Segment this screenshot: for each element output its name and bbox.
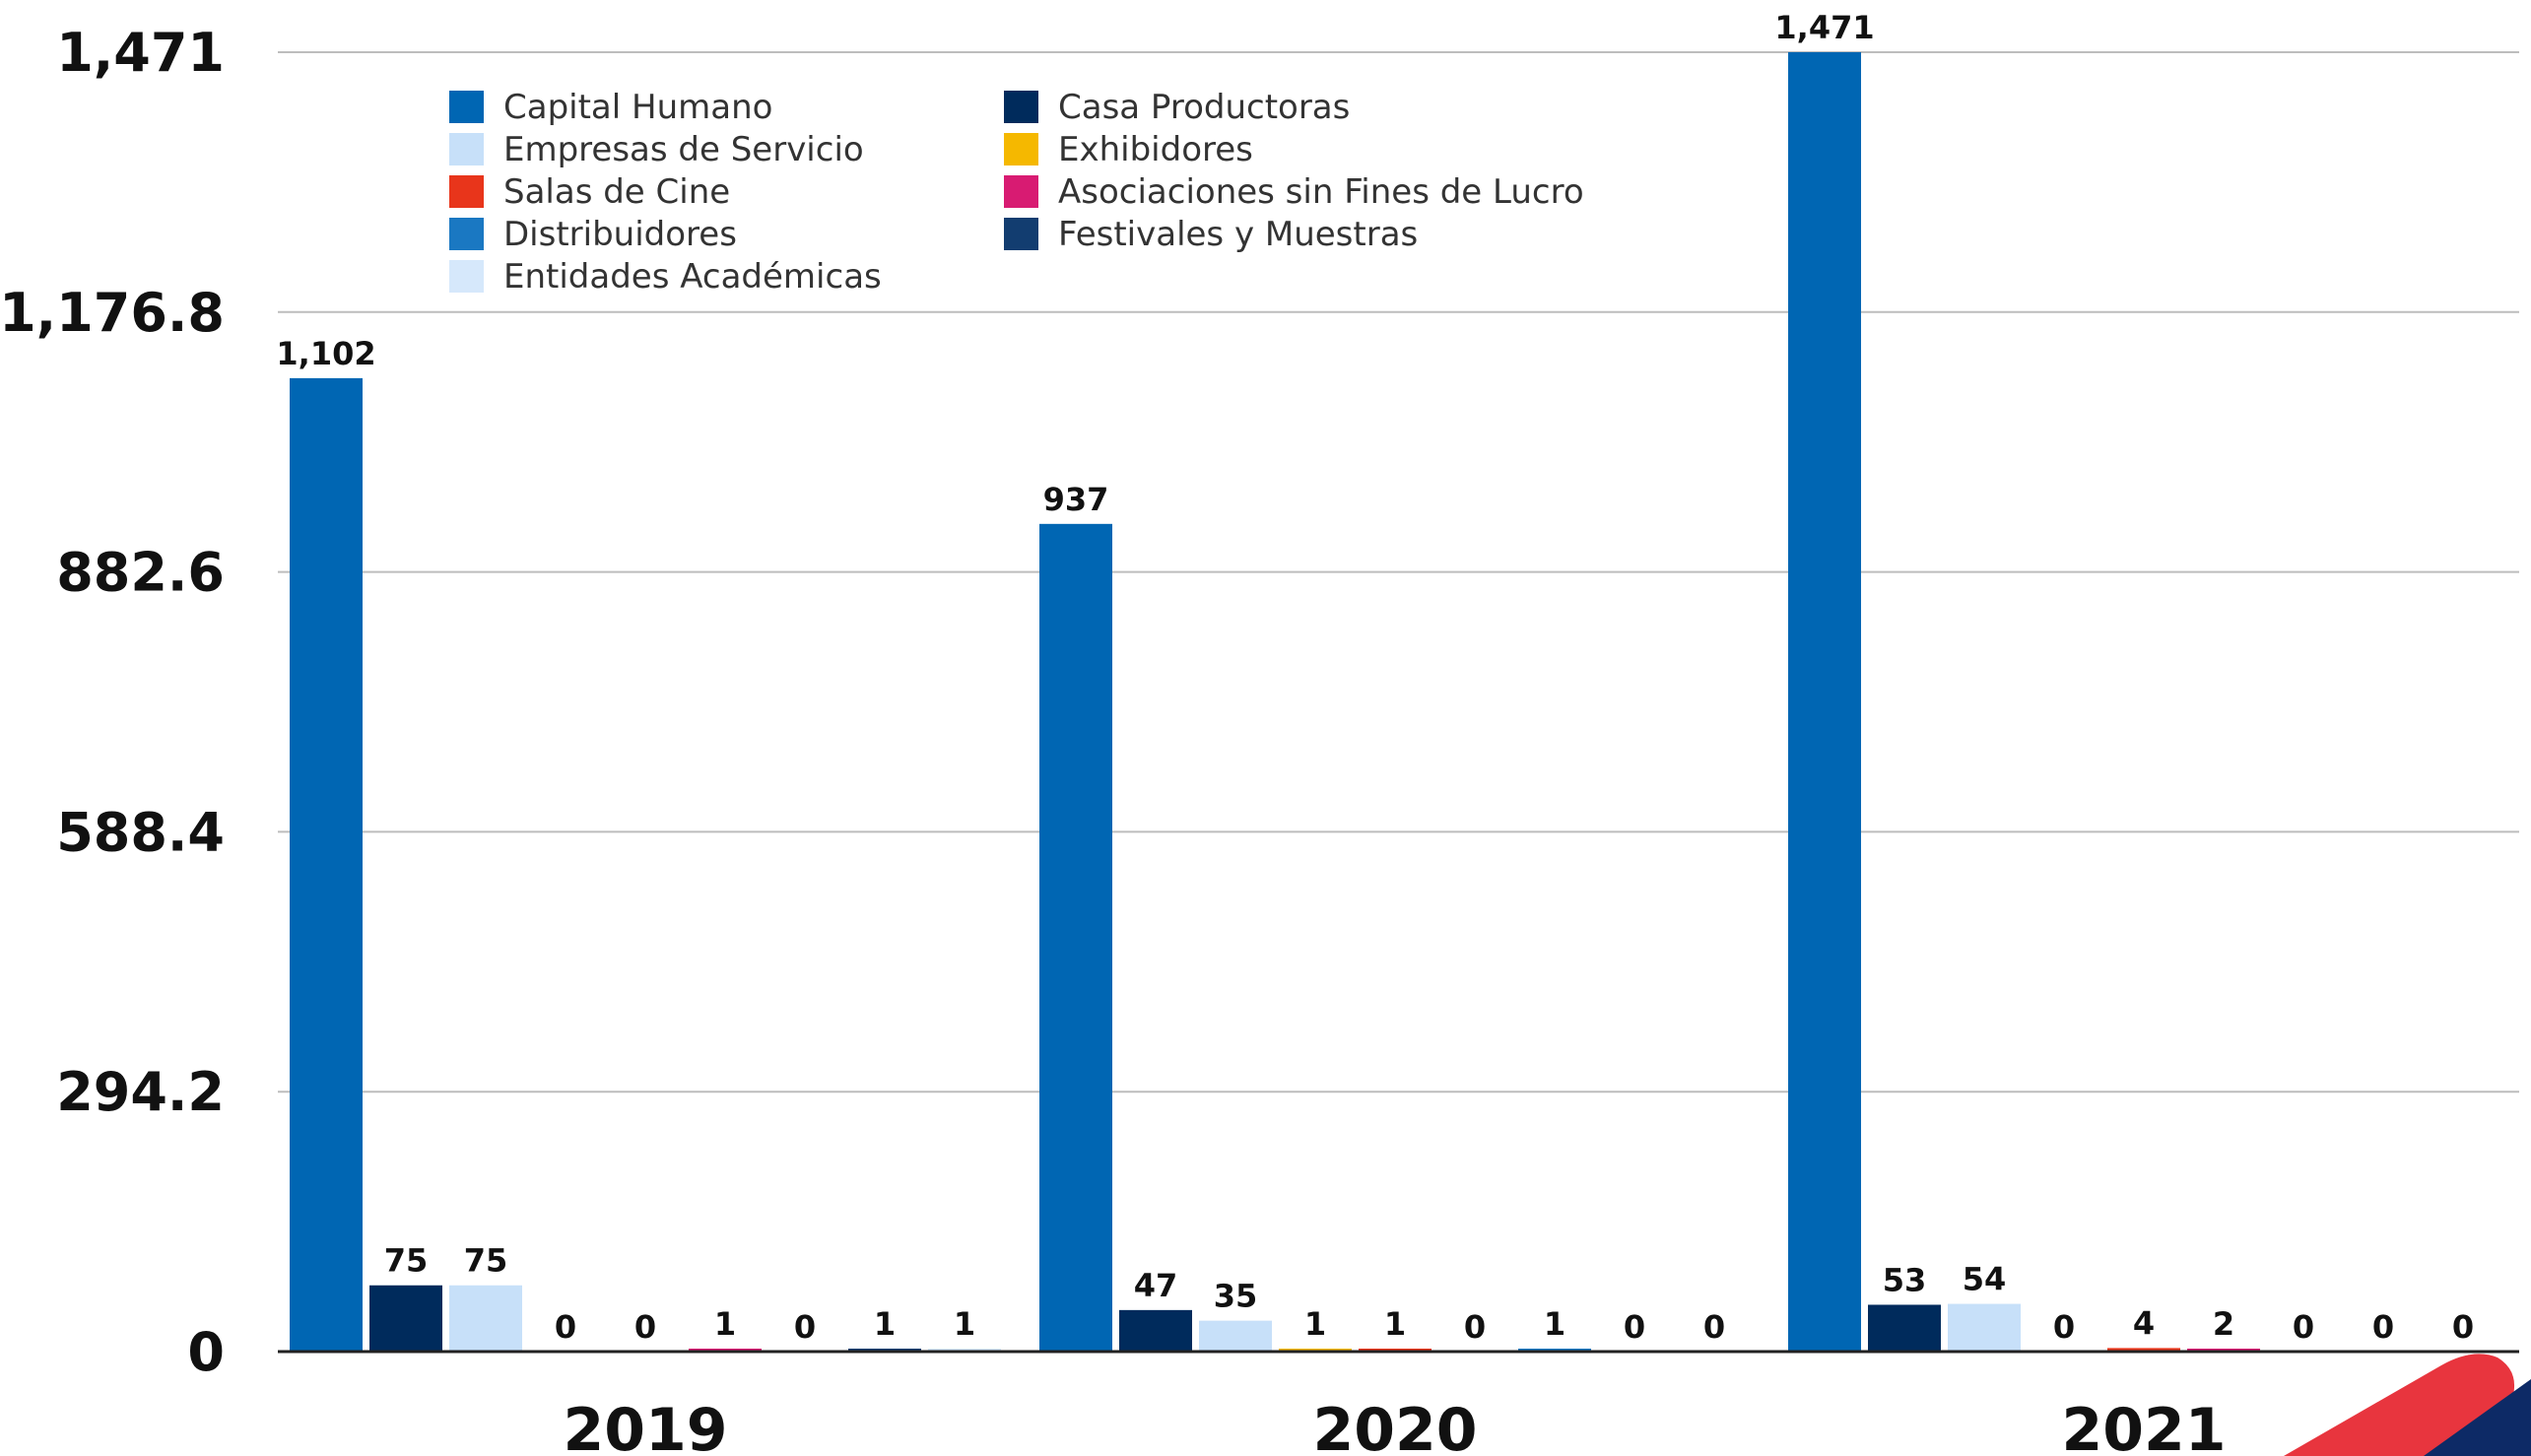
data-label: 0 xyxy=(1464,1308,1486,1346)
data-label: 0 xyxy=(2053,1308,2075,1346)
x-tick-label: 2021 xyxy=(2062,1396,2227,1456)
data-label: 75 xyxy=(464,1242,508,1280)
legend-swatch xyxy=(1004,133,1038,165)
data-label: 4 xyxy=(2133,1304,2155,1342)
bar xyxy=(1119,1309,1192,1352)
data-label: 937 xyxy=(1043,481,1109,518)
data-label: 0 xyxy=(794,1308,816,1346)
legend-label: Salas de Cine xyxy=(503,172,730,212)
legend-label: Festivales y Muestras xyxy=(1058,215,1418,254)
legend-label: Empresas de Servicio xyxy=(503,130,864,169)
data-label: 0 xyxy=(555,1308,576,1346)
legend-swatch xyxy=(449,91,484,123)
bar xyxy=(1199,1320,1272,1352)
data-label: 1 xyxy=(1304,1305,1326,1343)
data-label: 0 xyxy=(1624,1308,1645,1346)
legend-swatch xyxy=(1004,175,1038,208)
legend-swatch xyxy=(449,218,484,250)
legend-swatch xyxy=(449,175,484,208)
legend-label: Distribuidores xyxy=(503,215,737,254)
data-label: 0 xyxy=(2452,1308,2474,1346)
legend-label: Entidades Académicas xyxy=(503,257,882,297)
legend-label: Asociaciones sin Fines de Lucro xyxy=(1058,172,1584,212)
y-tick-label: 0 xyxy=(187,1321,225,1383)
bar xyxy=(2107,1348,2180,1352)
bars xyxy=(290,52,2260,1352)
data-label: 1,102 xyxy=(276,335,375,372)
bar xyxy=(1039,523,1112,1352)
data-label: 53 xyxy=(1883,1261,1927,1298)
data-label: 35 xyxy=(1214,1278,1258,1315)
legend-swatch xyxy=(449,133,484,165)
legend-swatch xyxy=(449,260,484,293)
data-label: 0 xyxy=(2372,1308,2394,1346)
legend-label: Capital Humano xyxy=(503,88,772,127)
legend-label: Casa Productoras xyxy=(1058,88,1350,127)
data-label: 75 xyxy=(384,1242,429,1280)
data-label: 1 xyxy=(874,1305,896,1343)
x-tick-label: 2020 xyxy=(1313,1396,1478,1456)
y-axis-ticks: 0 294.2 588.4 882.6 1,176.8 1,471 xyxy=(0,22,225,1383)
data-label: 0 xyxy=(1703,1308,1725,1346)
legend-swatch xyxy=(1004,218,1038,250)
data-labels: 1,102 75 75 0 0 1 0 1 1 937 47 35 1 1 0 1 0 0 1,471 53 54 0 4 2… xyxy=(276,9,2474,1346)
bar xyxy=(1788,52,1861,1352)
x-axis-ticks: 2019 2020 2021 xyxy=(564,1396,2227,1456)
bar xyxy=(1868,1304,1941,1352)
x-tick-label: 2019 xyxy=(564,1396,728,1456)
y-tick-label: 1,471 xyxy=(56,22,225,84)
data-label: 1 xyxy=(1384,1305,1406,1343)
corner-decoration xyxy=(2284,1354,2531,1456)
y-tick-label: 1,176.8 xyxy=(0,282,225,344)
gridlines xyxy=(278,51,2519,1093)
data-label: 54 xyxy=(1963,1261,2007,1298)
bar xyxy=(369,1285,442,1352)
data-label: 47 xyxy=(1134,1267,1178,1304)
data-label: 1 xyxy=(714,1305,736,1343)
data-label: 1,471 xyxy=(1774,9,1874,46)
y-tick-label: 882.6 xyxy=(56,542,225,604)
data-label: 1 xyxy=(954,1305,975,1343)
corner-red-swoosh xyxy=(2284,1354,2515,1456)
bar xyxy=(449,1285,522,1352)
legend-label: Exhibidores xyxy=(1058,130,1253,169)
bar xyxy=(1948,1303,2021,1352)
data-label: 0 xyxy=(2293,1308,2314,1346)
legend-swatch xyxy=(1004,91,1038,123)
data-label: 2 xyxy=(2213,1305,2234,1343)
corner-navy-swoosh xyxy=(2424,1379,2531,1456)
data-label: 0 xyxy=(634,1308,656,1346)
y-tick-label: 588.4 xyxy=(56,801,225,863)
y-tick-label: 294.2 xyxy=(56,1061,225,1123)
bar xyxy=(290,377,363,1352)
data-label: 1 xyxy=(1544,1305,1565,1343)
